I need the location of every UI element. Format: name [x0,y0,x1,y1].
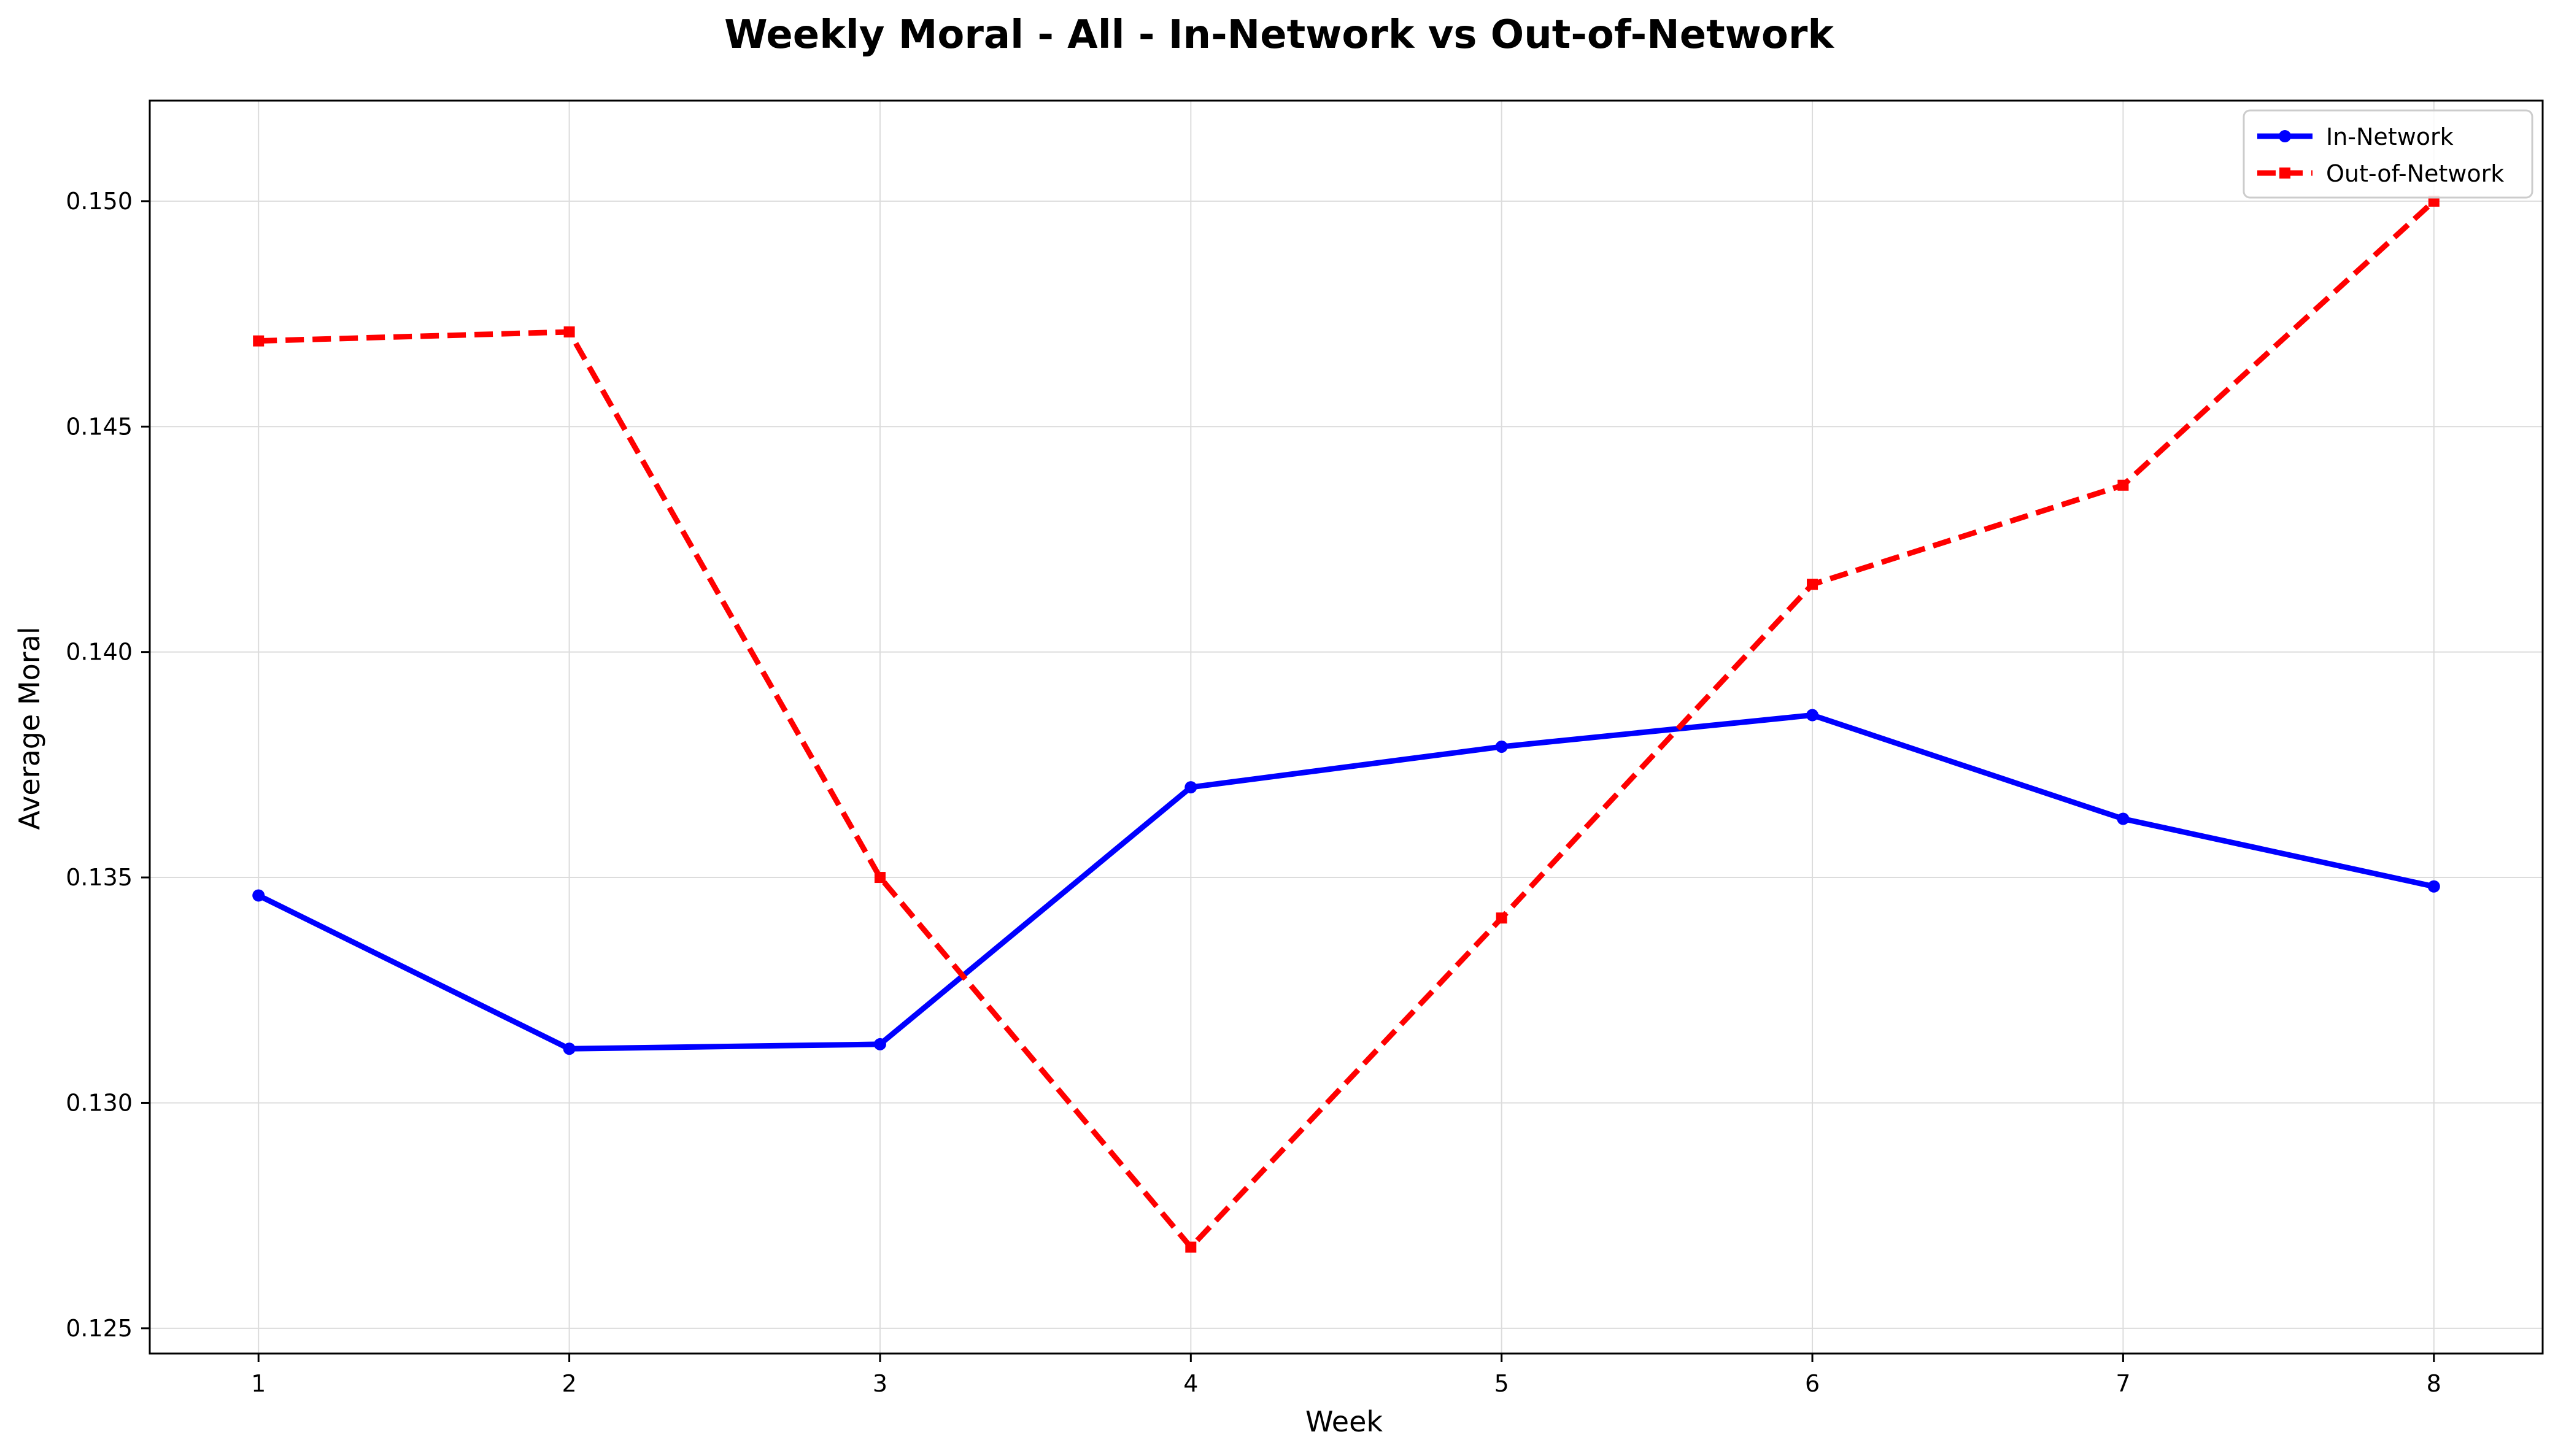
legend-label: Out-of-Network [2326,160,2504,187]
legend-box [2243,109,2533,199]
y-tick-label: 0.140 [66,639,133,666]
legend: In-Network Out-of-Network [2243,109,2533,199]
data-point [563,326,575,337]
series-layer [252,195,2440,1253]
legend-marker [2279,168,2290,179]
data-point [1806,709,1819,722]
y-tick-label: 0.130 [66,1089,133,1116]
y-tick-label: 0.135 [66,864,133,891]
chart-title: Weekly Moral - All - In-Network vs Out-o… [724,12,1834,58]
y-axis-label: Average Moral [13,626,46,830]
x-tick-label: 5 [1494,1370,1509,1397]
y-tick-label: 0.150 [66,188,133,215]
plot-frame [149,99,2544,1355]
grid [150,101,2543,1354]
y-tick-label: 0.125 [66,1315,133,1342]
data-point [1184,781,1197,794]
x-tick-label: 4 [1183,1370,1198,1397]
data-point [1185,1241,1197,1253]
x-tick-label: 6 [1805,1370,1820,1397]
series-out-of-network [253,195,2440,1253]
data-point [1496,912,1507,924]
data-point [1495,740,1508,753]
legend-label: In-Network [2326,123,2454,150]
data-point [253,335,265,347]
x-tick-label: 2 [562,1370,576,1397]
x-tick-label: 7 [2116,1370,2130,1397]
legend-marker [2279,130,2291,142]
series-line [258,199,2436,1250]
data-point [2117,812,2130,825]
data-point [874,872,886,884]
data-point [563,1042,576,1055]
data-point [1807,579,1818,590]
data-point [252,889,265,902]
axis-ticks: 1 2 3 4 5 6 7 8 0.125 0.130 0.135 0.140 0.145 0.150 [66,188,2441,1397]
data-point [2117,479,2129,491]
data-point [873,1038,886,1050]
x-tick-label: 8 [2427,1370,2441,1397]
series-in-network [252,709,2440,1055]
series-line [257,712,2435,1052]
x-axis-label: Week [1305,1405,1383,1438]
x-tick-label: 3 [873,1370,887,1397]
x-tick-label: 1 [251,1370,266,1397]
data-point [2427,880,2440,893]
y-tick-label: 0.145 [66,413,133,440]
